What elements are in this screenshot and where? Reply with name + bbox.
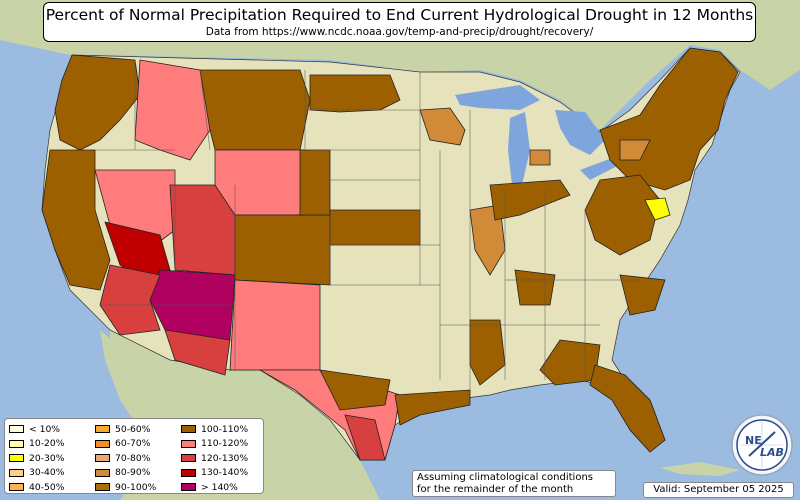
note-line-1: Assuming climatological conditions [417,472,593,483]
assumption-note: Assuming climatological conditions for t… [412,470,616,497]
legend-label: < 10% [29,423,61,435]
region-florida [589,364,666,453]
legend-item: 30-40% [9,466,64,481]
legend-item: 80-90% [95,466,156,481]
legend-item: > 140% [181,480,248,495]
legend-swatch [9,468,24,477]
legend-item: 100-110% [181,422,248,437]
region-minnesota-wisconsin [419,107,466,146]
legend: < 10% 10-20% 20-30% 30-40% 40-50% 50-60%… [4,418,264,494]
legend-label: 100-110% [201,423,249,435]
valid-date: Valid: September 05 2025 [643,482,794,498]
legend-swatch [181,454,196,463]
region-new-mexico [229,279,321,371]
logo-text-bottom: LAB [760,446,784,459]
legend-label: 110-120% [201,438,249,450]
map-title: Percent of Normal Precipitation Required… [45,6,754,24]
legend-swatch [95,483,110,492]
legend-item: 70-80% [95,451,156,466]
region-new-york-west [619,139,651,161]
legend-swatch [95,468,110,477]
legend-swatch [9,454,24,463]
legend-item: 40-50% [9,480,64,495]
legend-swatch [9,439,24,448]
region-pennsylvania-virginia [584,174,661,256]
baja-land [100,330,150,430]
cuba-land [660,462,740,476]
legend-swatch [9,483,24,492]
legend-swatch [181,439,196,448]
legend-label: 90-100% [115,481,157,493]
region-washington-oregon [54,54,141,151]
region-montana [199,69,311,151]
legend-label: 80-90% [115,467,151,479]
legend-label: > 140% [201,481,238,493]
lake-huron [555,110,605,155]
region-colorado [234,214,331,286]
logo-text-top: NE [745,434,762,447]
legend-swatch [181,483,196,492]
title-box: Percent of Normal Precipitation Required… [43,2,756,42]
legend-item: 130-140% [181,466,248,481]
legend-item: < 10% [9,422,64,437]
nexlab-logo-icon: NE LAB [731,414,793,476]
legend-item: 50-60% [95,422,156,437]
legend-label: 50-60% [115,423,151,435]
legend-item: 120-130% [181,451,248,466]
legend-label: 30-40% [29,467,65,479]
lake-michigan [508,112,530,185]
map-subtitle: Data from https://www.ncdc.noaa.gov/temp… [205,26,594,38]
legend-label: 20-30% [29,452,65,464]
legend-swatch [181,468,196,477]
legend-swatch [9,425,24,434]
region-michigan [529,149,551,166]
state-borders [95,60,640,390]
legend-item: 60-70% [95,437,156,452]
region-north-dakota [309,74,401,113]
region-arizona-south [164,329,231,376]
legend-swatch [95,425,110,434]
legend-column-2: 50-60% 60-70% 70-80% 80-90% 90-100% [95,422,156,495]
legend-item: 110-120% [181,437,248,452]
legend-label: 10-20% [29,438,65,450]
legend-column-1: < 10% 10-20% 20-30% 30-40% 40-50% [9,422,64,495]
region-texas-south [344,414,386,461]
region-kansas [329,209,421,246]
region-tennessee [514,269,556,306]
legend-label: 70-80% [115,452,151,464]
legend-swatch [95,454,110,463]
legend-label: 40-50% [29,481,65,493]
legend-swatch [95,439,110,448]
region-texas-central [319,369,391,411]
legend-label: 130-140% [201,467,249,479]
legend-item: 10-20% [9,437,64,452]
lake-superior [455,85,540,110]
note-line-2: for the remainder of the month [417,484,574,495]
region-gulf-coast [394,389,471,426]
region-maryland [644,197,671,221]
legend-swatch [181,425,196,434]
region-nebraska-west [299,149,331,216]
legend-label: 120-130% [201,452,249,464]
legend-item: 90-100% [95,480,156,495]
legend-item: 20-30% [9,451,64,466]
region-carolinas [619,274,666,316]
legend-label: 60-70% [115,438,151,450]
legend-column-3: 100-110% 110-120% 120-130% 130-140% > 14… [181,422,248,495]
